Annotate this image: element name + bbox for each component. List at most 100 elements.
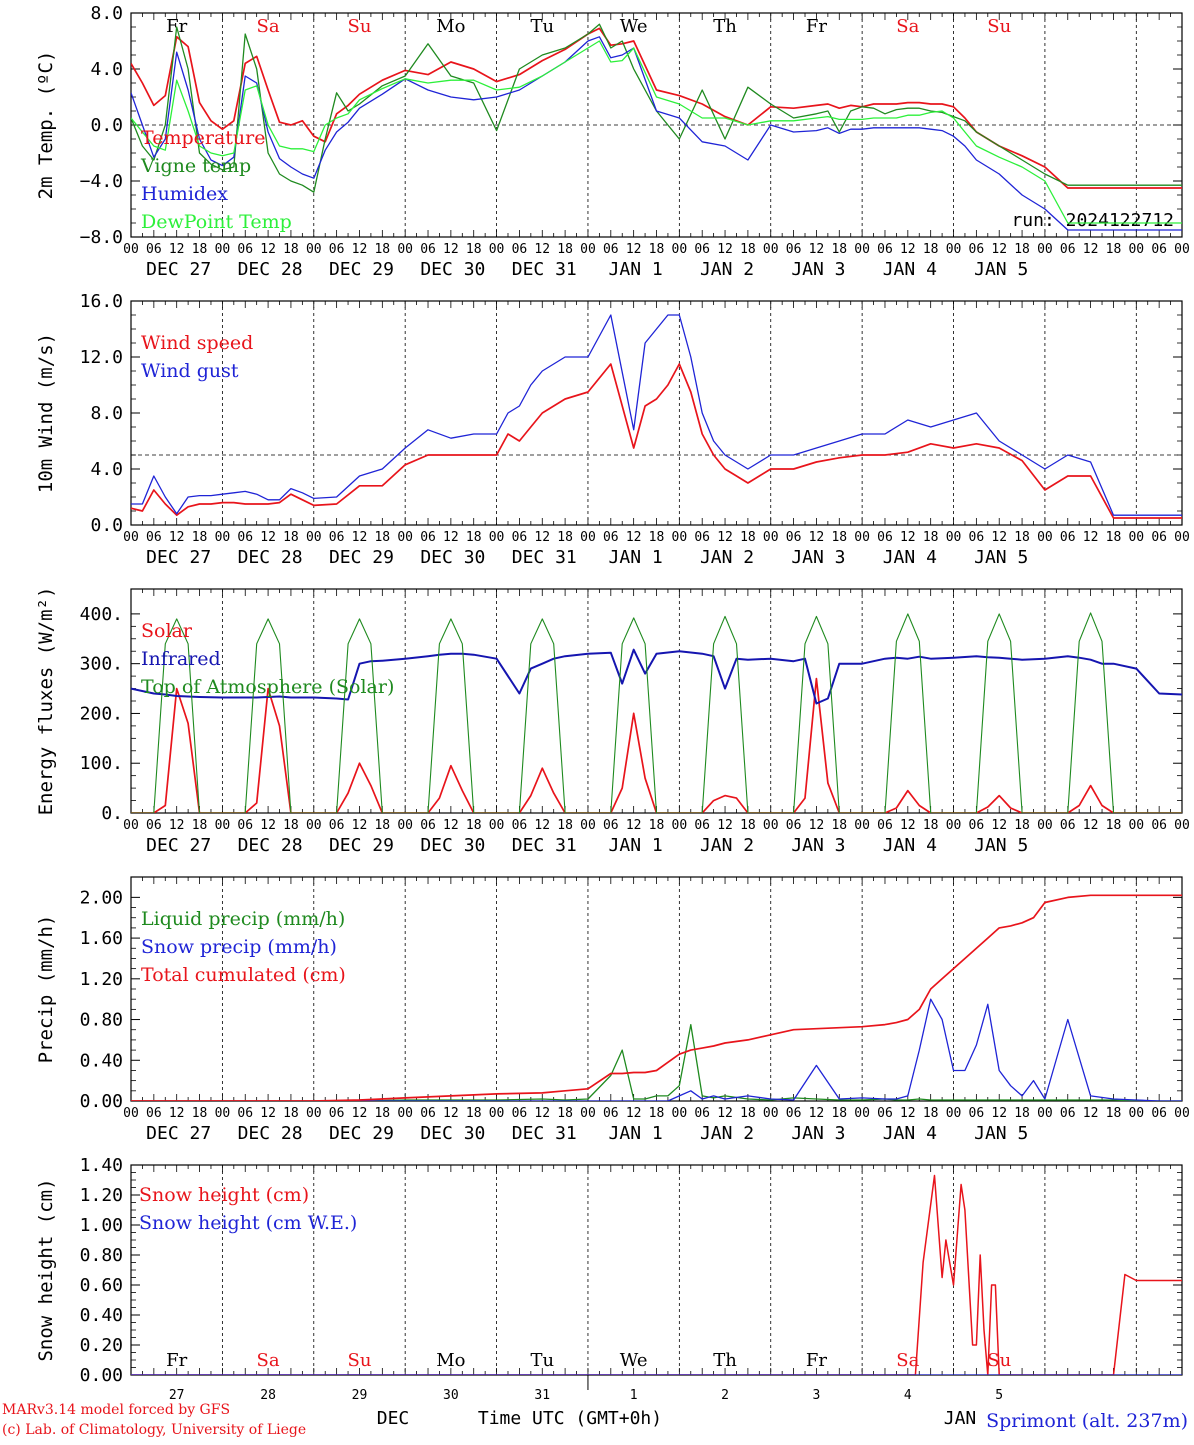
- x-hour-label: 12: [991, 530, 1007, 545]
- x-hour-label: 06: [237, 242, 253, 257]
- day-of-week-label: Fr: [806, 1350, 827, 1371]
- footer-month-dec: DEC: [377, 1408, 410, 1429]
- x-hour-label: 06: [146, 242, 162, 257]
- series-line-vigne-temp: [131, 23, 1182, 193]
- x-hour-label: 00: [306, 818, 322, 833]
- x-hour-label: 00: [946, 242, 962, 257]
- y-tick-label: 2.00: [80, 887, 123, 908]
- x-hour-label: 06: [329, 1106, 345, 1121]
- x-hour-label: 06: [877, 1106, 893, 1121]
- x-date-label: DEC 27: [146, 1123, 211, 1144]
- legend-entry: Snow height (cm): [139, 1184, 309, 1206]
- y-tick-label: 0.: [101, 803, 123, 824]
- x-date-label: DEC 31: [512, 259, 577, 280]
- x-date-label: DEC 29: [329, 547, 394, 568]
- legend-entry: Wind gust: [141, 360, 239, 382]
- x-hour-label: 00: [1037, 242, 1053, 257]
- panel-1: 8.0 4.0 0.0 −4.0 −8.0 2m Temp. (ºC) 00 06 12 18 00…: [35, 3, 1190, 280]
- x-hour-label: 06: [694, 818, 710, 833]
- series-line-wind-gust: [131, 314, 1182, 516]
- x-hour-label: 06: [694, 242, 710, 257]
- x-hour-label: 06: [877, 242, 893, 257]
- x-hour-label: 18: [740, 242, 756, 257]
- x-hour-label: 00: [306, 1106, 322, 1121]
- x-hour-label: 06: [877, 530, 893, 545]
- x-date-label: JAN 3: [791, 259, 845, 280]
- day-of-week-label: Fr: [806, 16, 827, 37]
- x-date-label: DEC 31: [512, 835, 577, 856]
- day-of-week-label: Sa: [896, 1350, 919, 1371]
- series-line-total-cumulated-cm-: [131, 894, 1182, 1101]
- x-hour-label: 00: [946, 1106, 962, 1121]
- x-date-label: DEC 28: [238, 259, 303, 280]
- x-hour-label: 06: [969, 530, 985, 545]
- day-of-week-label: Th: [713, 16, 737, 37]
- legend-entry: Wind speed: [141, 332, 253, 354]
- x-hour-label: 00: [672, 818, 688, 833]
- x-hour-label: 18: [649, 1106, 665, 1121]
- x-date-label: DEC 29: [329, 259, 394, 280]
- x-hour-label: 18: [466, 818, 482, 833]
- y-tick-label: 12.0: [80, 347, 123, 368]
- y-tick-label: 1.20: [80, 969, 123, 990]
- x-hour-label: 06: [969, 242, 985, 257]
- y-tick-label: 100.: [80, 753, 123, 774]
- y-tick-label: 0.00: [80, 1365, 123, 1386]
- x-hour-label: 06: [969, 1106, 985, 1121]
- legend-entry: Total cumulated (cm): [141, 964, 346, 986]
- x-date-label: DEC 30: [420, 547, 485, 568]
- legend-entry: Solar: [141, 620, 193, 642]
- x-hour-label: 12: [169, 530, 185, 545]
- footer-credit-line2: (c) Lab. of Climatology, University of L…: [2, 1422, 306, 1438]
- x-hour-label: 00: [397, 530, 413, 545]
- x-date-label: JAN 4: [883, 547, 937, 568]
- x-hour-label: 06: [420, 1106, 436, 1121]
- x-hour-label: 00: [580, 530, 596, 545]
- y-tick-label: 300.: [80, 654, 123, 675]
- x-date-label: JAN 4: [883, 1123, 937, 1144]
- x-hour-label: 06: [1151, 530, 1167, 545]
- series-line-snow-precip-mm-h-: [131, 998, 1182, 1101]
- x-hour-label: 12: [443, 530, 459, 545]
- x-hour-label: 18: [374, 1106, 390, 1121]
- x-hour-label: 12: [352, 818, 368, 833]
- x-date-label: JAN 2: [700, 259, 754, 280]
- y-tick-label: 16.0: [80, 291, 123, 312]
- x-hour-label: 18: [1014, 530, 1030, 545]
- legend-entry: Top of Atmosphere (Solar): [141, 676, 394, 698]
- x-hour-label: 06: [512, 1106, 528, 1121]
- y-tick-label: 1.60: [80, 928, 123, 949]
- x-hour-label: 00: [1128, 242, 1144, 257]
- x-hour-label: 00: [489, 1106, 505, 1121]
- panel-5: 1.40 1.20 1.00 0.80 0.60 0.40 0.20 0.00 Snow hei…: [35, 1155, 1183, 1403]
- x-date-label: DEC 28: [238, 835, 303, 856]
- x-date-label: JAN 5: [974, 1123, 1028, 1144]
- legend-entry: Humidex: [141, 183, 228, 205]
- x-hour-label: 12: [991, 818, 1007, 833]
- y-tick-label: 0.20: [80, 1335, 123, 1356]
- x-hour-label: 00: [580, 1106, 596, 1121]
- x-hour-label: 06: [877, 818, 893, 833]
- x-hour-label: 18: [466, 530, 482, 545]
- y-tick-label: 1.20: [80, 1185, 123, 1206]
- x-hour-label: 00: [672, 530, 688, 545]
- x-hour-label: 18: [557, 1106, 573, 1121]
- day-number-label: 5: [995, 1388, 1003, 1403]
- series-line-snow-height-cm-: [131, 1174, 1182, 1375]
- x-hour-label: 00: [854, 1106, 870, 1121]
- x-hour-label: 12: [352, 1106, 368, 1121]
- x-date-label: DEC 27: [146, 835, 211, 856]
- x-hour-label: 12: [717, 242, 733, 257]
- x-hour-label: 06: [603, 530, 619, 545]
- x-date-label: JAN 4: [883, 835, 937, 856]
- x-hour-label: 06: [1151, 1106, 1167, 1121]
- x-date-label: DEC 31: [512, 1123, 577, 1144]
- day-of-week-label: Th: [713, 1350, 737, 1371]
- x-hour-label: 12: [717, 818, 733, 833]
- x-hour-label: 12: [443, 242, 459, 257]
- x-hour-label: 18: [1106, 530, 1122, 545]
- run-annotation: run: 2024122712: [1011, 210, 1174, 231]
- x-hour-label: 00: [489, 818, 505, 833]
- x-hour-label: 06: [329, 818, 345, 833]
- x-hour-label: 00: [489, 530, 505, 545]
